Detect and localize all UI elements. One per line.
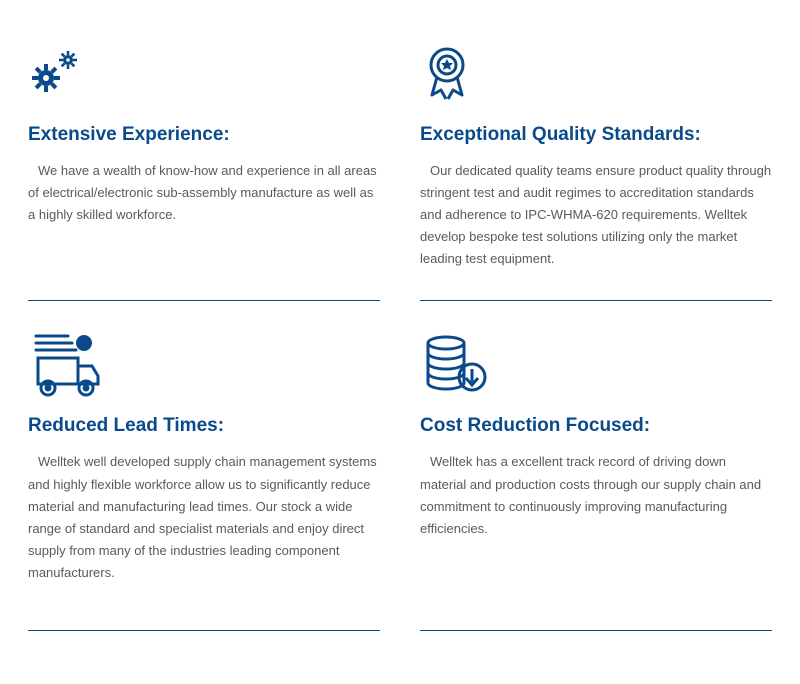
feature-card-leadtimes: Reduced Lead Times: Welltek well develop… <box>28 331 380 631</box>
truck-icon <box>28 331 380 401</box>
feature-title: Exceptional Quality Standards: <box>420 124 772 146</box>
gears-icon <box>28 40 380 110</box>
features-grid: Extensive Experience: We have a wealth o… <box>28 40 772 631</box>
feature-desc: Welltek well developed supply chain mana… <box>28 451 380 584</box>
feature-card-experience: Extensive Experience: We have a wealth o… <box>28 40 380 301</box>
feature-desc: We have a wealth of know-how and experie… <box>28 160 380 226</box>
database-down-icon <box>420 331 772 401</box>
feature-desc: Our dedicated quality teams ensure produ… <box>420 160 772 270</box>
award-icon <box>420 40 772 110</box>
feature-title: Extensive Experience: <box>28 124 380 146</box>
feature-title: Cost Reduction Focused: <box>420 415 772 437</box>
feature-desc: Welltek has a excellent track record of … <box>420 451 772 539</box>
feature-title: Reduced Lead Times: <box>28 415 380 437</box>
feature-card-cost: Cost Reduction Focused: Welltek has a ex… <box>420 331 772 631</box>
feature-card-quality: Exceptional Quality Standards: Our dedic… <box>420 40 772 301</box>
